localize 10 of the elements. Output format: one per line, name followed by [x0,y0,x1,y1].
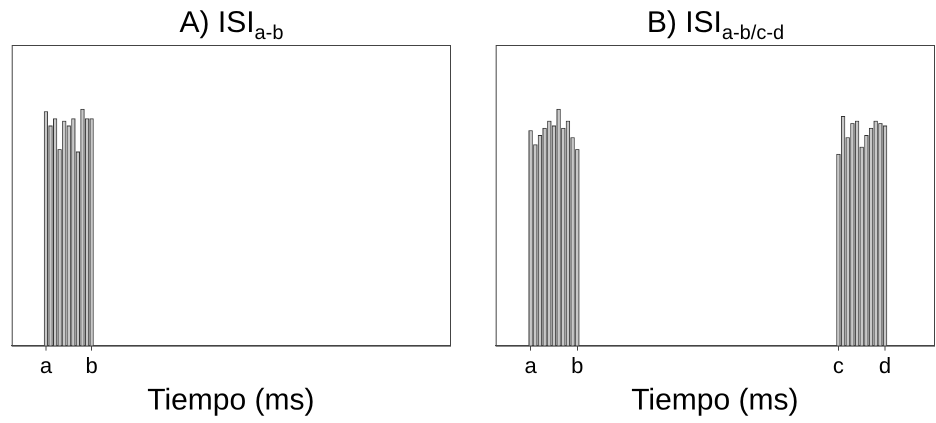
x-axis-title: Tiempo (ms) [631,383,798,416]
x-tick-label: b [571,352,584,378]
x-tick-label: a [524,352,538,378]
x-tick-label: d [878,352,892,378]
chart-title: A) ISI$_{a-b}$ [178,6,284,46]
x-tick-label: c [832,352,844,378]
x-tick-label: b [85,352,98,378]
x-tick-label: a [40,352,53,378]
chart-title: B) ISI$_{a-b/c-d}$ [646,6,786,46]
x-axis-title: Tiempo (ms) [147,383,314,416]
